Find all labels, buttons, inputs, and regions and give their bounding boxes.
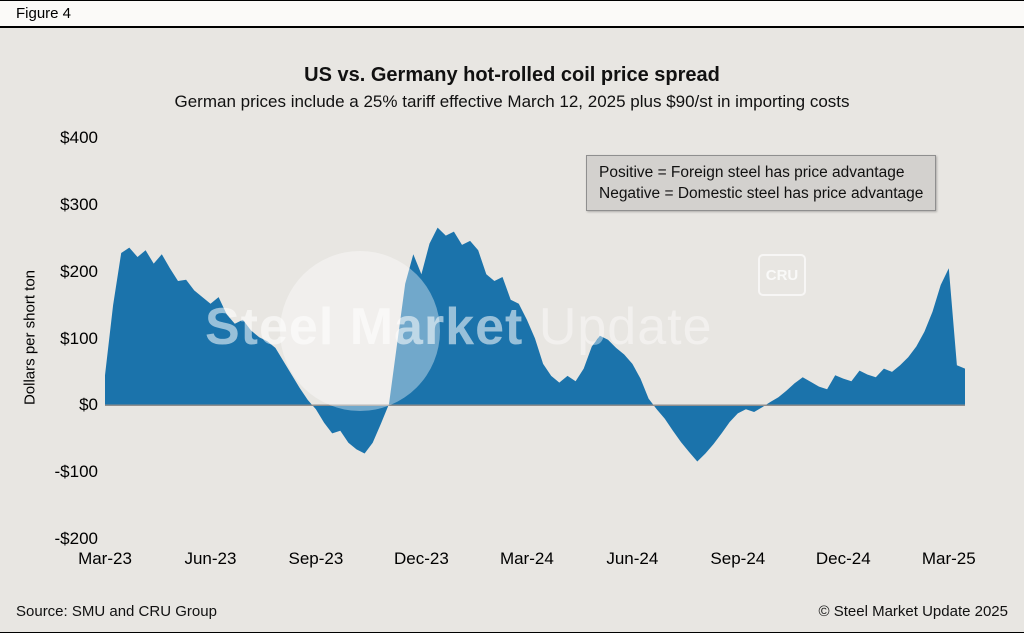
x-tick-label: Sep-23 [288, 549, 344, 568]
y-tick-label: $100 [60, 328, 98, 348]
x-tick-label: Mar-24 [499, 549, 554, 568]
x-tick-label: Sep-24 [710, 549, 766, 568]
x-tick-label: Mar-23 [78, 549, 132, 568]
copyright-note: © Steel Market Update 2025 [818, 603, 1009, 620]
y-tick-label: $200 [60, 261, 98, 281]
chart-subtitle: German prices include a 25% tariff effec… [174, 92, 850, 111]
y-tick-label: $400 [60, 128, 98, 147]
x-tick-label: Jun-24 [606, 549, 659, 568]
x-tick-label: Mar-25 [921, 549, 976, 568]
x-tick-label: Dec-24 [815, 549, 871, 568]
figure-label: Figure 4 [16, 5, 72, 22]
spread-area-series [105, 227, 965, 462]
x-tick-label: Dec-23 [394, 549, 449, 568]
y-tick-label: $0 [79, 395, 98, 415]
y-tick-label: -$100 [54, 462, 98, 482]
annotation-line-positive: Positive = Foreign steel has price advan… [599, 164, 905, 181]
legend-annotation-box: Positive = Foreign steel has price advan… [586, 155, 937, 211]
source-note: Source: SMU and CRU Group [16, 603, 217, 620]
x-tick-label: Jun-23 [184, 549, 237, 568]
y-tick-label: -$200 [54, 529, 98, 548]
annotation-line-negative: Negative = Domestic steel has price adva… [599, 185, 924, 202]
chart-title: US vs. Germany hot-rolled coil price spr… [304, 64, 720, 86]
y-tick-label: $300 [60, 194, 98, 214]
figure-header-strip: Figure 4 [0, 1, 1024, 28]
